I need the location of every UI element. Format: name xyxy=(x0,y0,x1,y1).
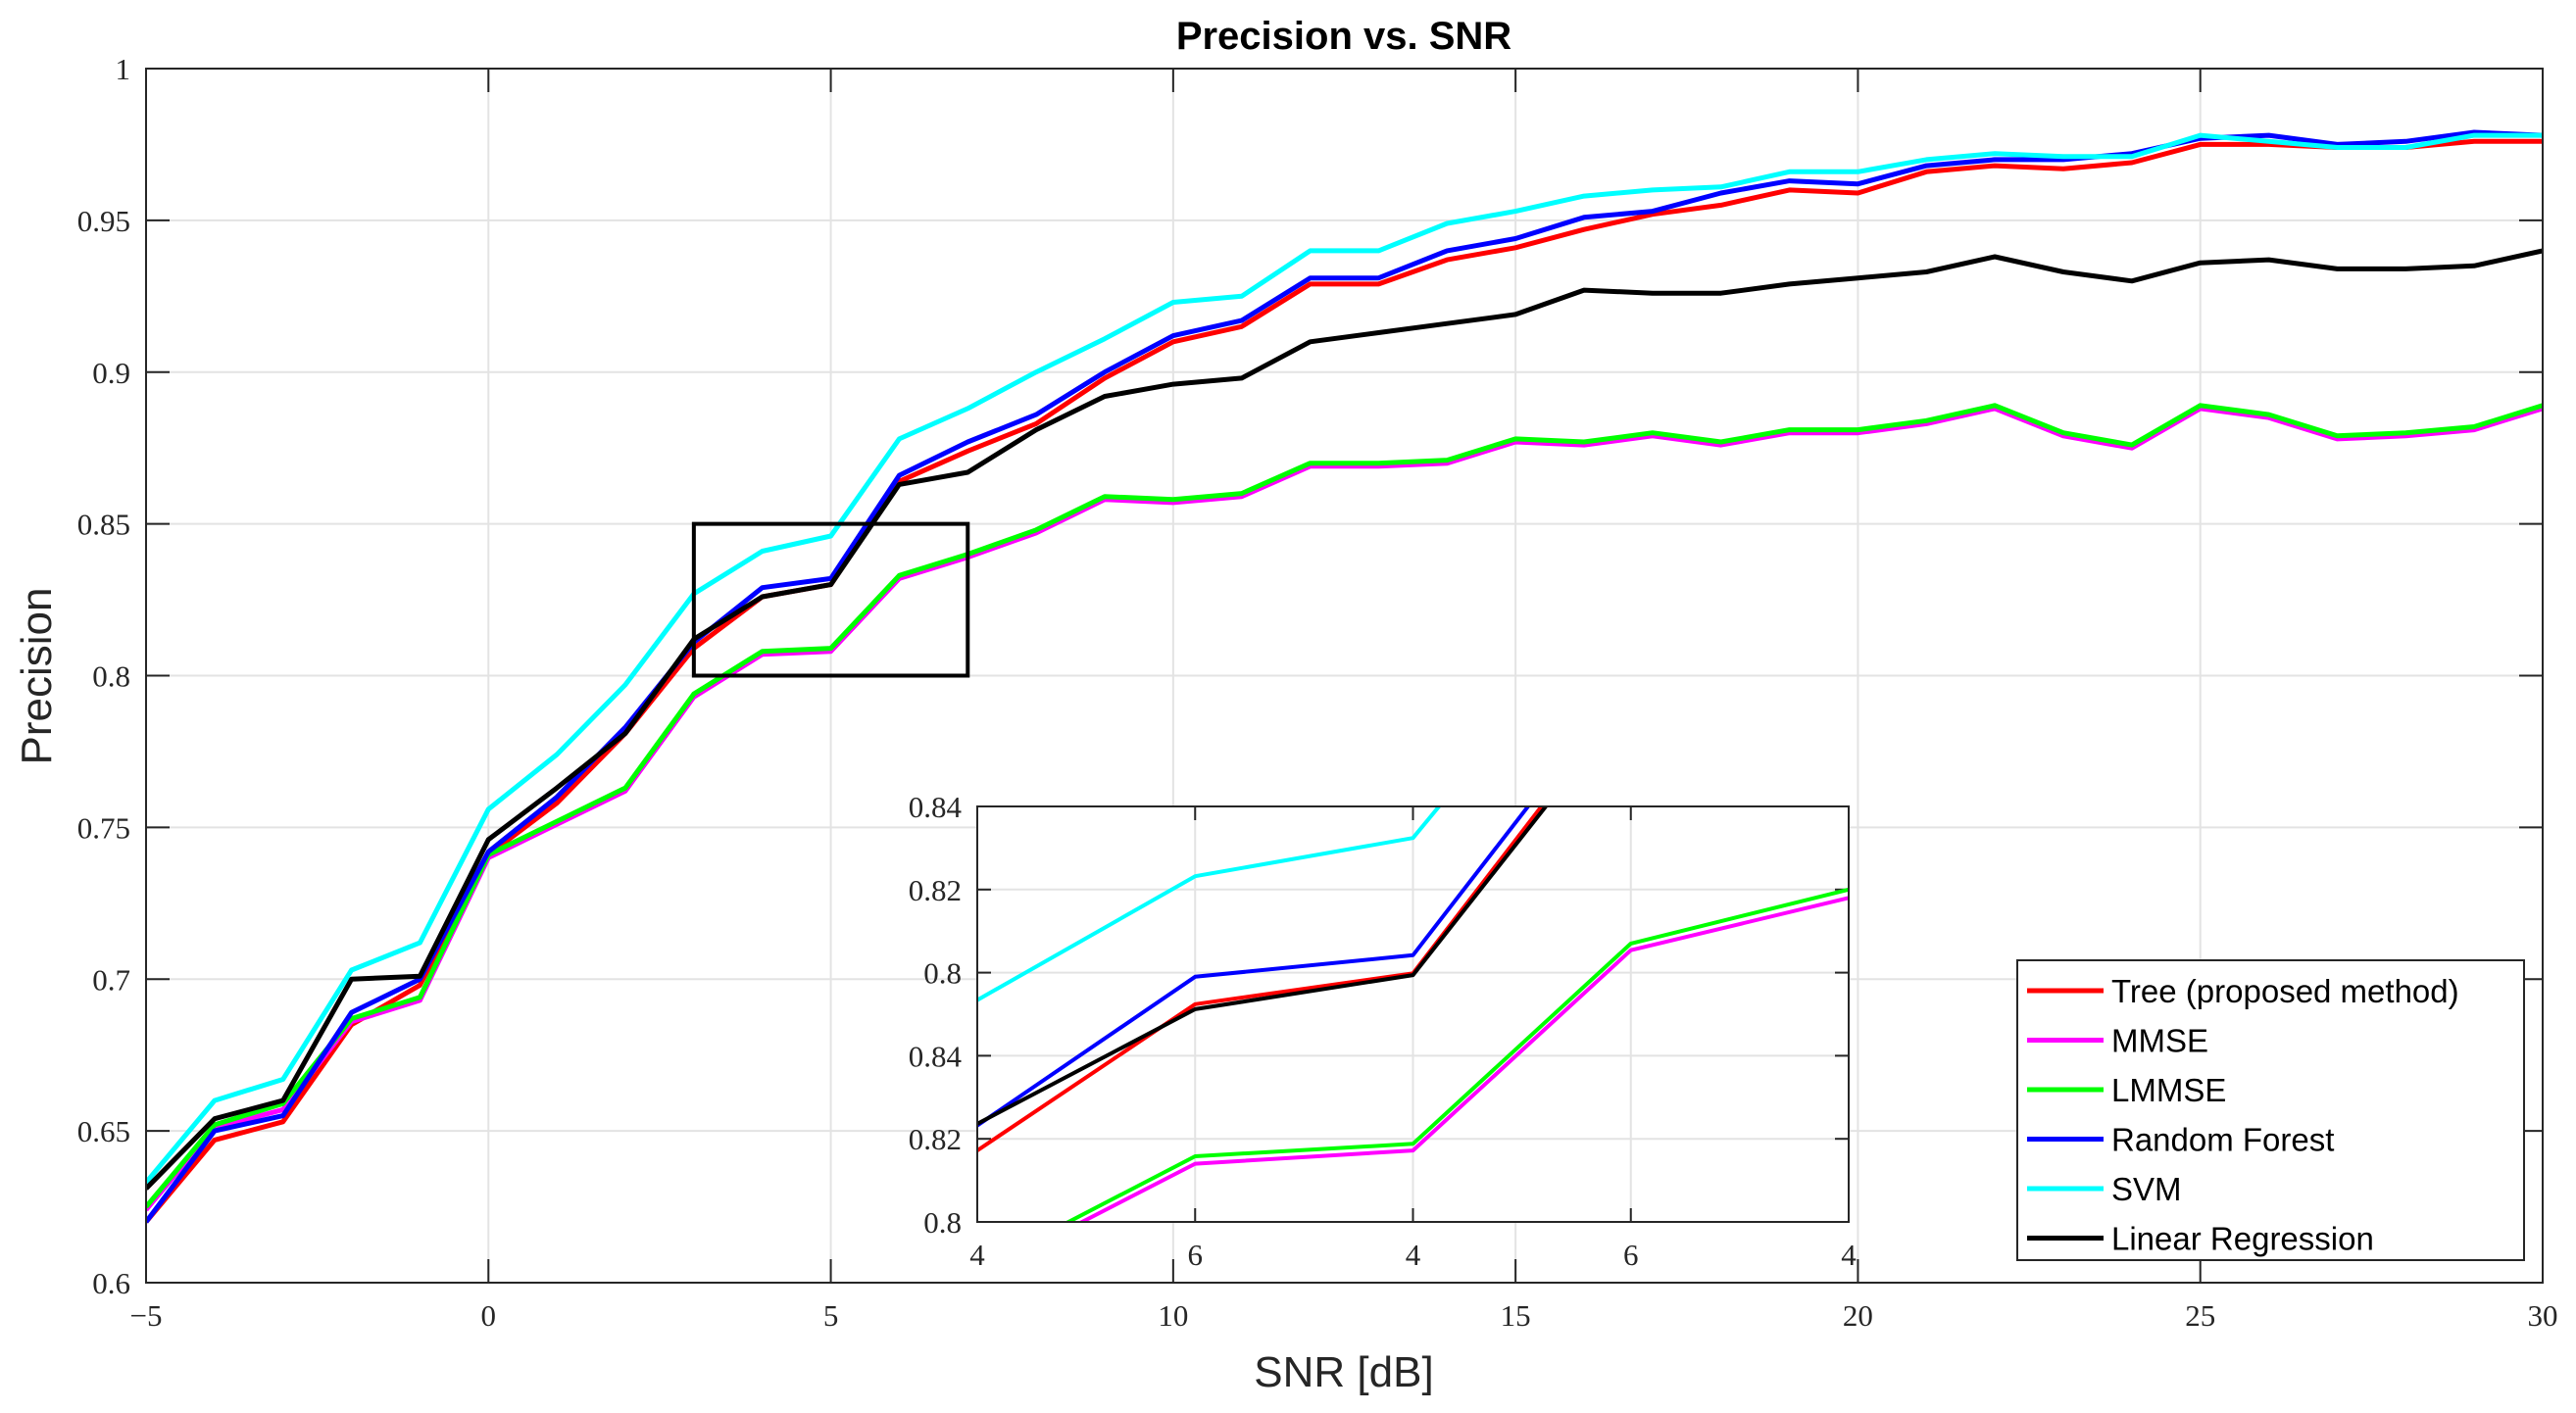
main-y-tick-label: 1 xyxy=(116,52,131,86)
main-line-svm xyxy=(146,132,2543,1185)
main-axes-frame xyxy=(145,68,2544,1284)
main-y-tick-label: 0.75 xyxy=(77,810,130,845)
main-x-tick-label: 5 xyxy=(823,1298,839,1333)
chart-title: Precision vs. SNR xyxy=(1176,15,1511,58)
inset-axes-frame xyxy=(976,805,1850,1223)
inset-x-tick-label: 4 xyxy=(1841,1238,1857,1272)
main-x-tick-label: 30 xyxy=(2528,1298,2558,1333)
inset-y-tick-label: 0.8 xyxy=(923,1205,962,1240)
inset-y-tick-label: 0.8 xyxy=(923,956,962,991)
inset-y-tick-label: 0.84 xyxy=(909,790,963,824)
legend-entry: Linear Regression xyxy=(2111,1221,2374,1257)
main-x-tick-label: 0 xyxy=(481,1298,497,1333)
main-y-tick-label: 0.6 xyxy=(92,1266,130,1300)
main-y-tick-label: 0.95 xyxy=(77,204,130,238)
legend-entry: SVM xyxy=(2111,1171,2182,1207)
inset-x-tick-label: 4 xyxy=(969,1238,985,1272)
legend: Tree (proposed method) MMSE LMMSE Random Fo… xyxy=(2016,959,2525,1261)
inset-y-tick-label: 0.84 xyxy=(909,1039,963,1073)
main-y-tick-label: 0.9 xyxy=(92,356,130,390)
main-x-tick-label: 10 xyxy=(1158,1298,1188,1333)
main-line-linear-regression xyxy=(146,248,2543,1191)
inset-zoom-plot: 4 6 4 6 40.80.820.840.80.820.84 xyxy=(909,790,1858,1272)
legend-entry: LMMSE xyxy=(2111,1072,2226,1108)
main-y-tick-label: 0.7 xyxy=(92,962,130,997)
main-y-tick-label: 0.65 xyxy=(77,1114,130,1148)
y-axis-label: Precision xyxy=(13,588,61,765)
main-x-tick-label: −5 xyxy=(130,1298,163,1333)
main-y-tick-label: 0.8 xyxy=(92,659,130,694)
inset-x-tick-label: 6 xyxy=(1188,1238,1204,1272)
inset-line-series xyxy=(1064,887,1849,1222)
main-series-group xyxy=(146,129,2543,1224)
legend-box xyxy=(2016,959,2525,1261)
main-line-mmse xyxy=(146,406,2543,1212)
main-line-lmmse xyxy=(146,403,2543,1209)
legend-entry: MMSE xyxy=(2111,1023,2208,1059)
x-axis-label: SNR [dB] xyxy=(1254,1348,1433,1396)
inset-series-group xyxy=(977,806,1849,1222)
main-line-tree-proposed-method xyxy=(146,138,2543,1224)
main-x-tick-label: 25 xyxy=(2185,1298,2215,1333)
inset-x-tick-label: 4 xyxy=(1406,1238,1421,1272)
inset-line-series xyxy=(1077,896,1849,1222)
inset-x-tick-label: 6 xyxy=(1623,1238,1639,1272)
inset-line-series xyxy=(977,806,1531,1128)
legend-entry: Tree (proposed method) xyxy=(2111,973,2459,1009)
inset-line-series xyxy=(977,806,1442,1002)
main-y-tick-label: 0.85 xyxy=(77,508,130,542)
legend-entry: Random Forest xyxy=(2111,1122,2334,1158)
inset-line-series xyxy=(977,806,1549,1126)
inset-y-tick-label: 0.82 xyxy=(909,1122,962,1156)
inset-y-tick-label: 0.82 xyxy=(909,873,962,907)
main-x-tick-label: 20 xyxy=(1843,1298,1873,1333)
zoom-region-box xyxy=(691,521,970,678)
main-x-tick-label: 15 xyxy=(1501,1298,1531,1333)
